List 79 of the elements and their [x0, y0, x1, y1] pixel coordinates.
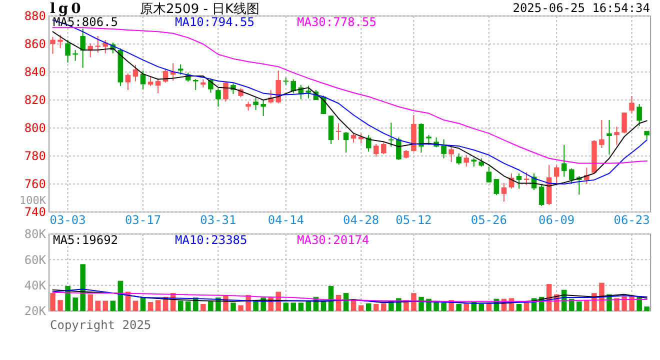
candlestick: [629, 95, 634, 114]
y-tick-label: 840: [24, 65, 46, 80]
candlestick: [253, 96, 258, 110]
text: MA10:794.55: [175, 15, 254, 29]
candlestick: [132, 64, 138, 82]
candlestick: [599, 120, 604, 149]
candlestick: [614, 126, 620, 146]
text: MA5:19692: [53, 233, 118, 247]
y-tick-label: 860: [24, 37, 46, 52]
candlestick: [373, 143, 379, 158]
candlestick: [606, 120, 612, 156]
candlestick: [494, 178, 500, 196]
candlestick: [155, 78, 161, 94]
x-tick-label: 04-28: [343, 213, 380, 227]
candlestick: [516, 172, 522, 190]
x-tick-label: 03-31: [200, 213, 236, 227]
candlestick: [538, 184, 544, 206]
y-tick-label: 60K: [24, 252, 47, 267]
candlestick: [561, 144, 567, 178]
candlestick: [306, 85, 312, 99]
y-tick-label: 880: [24, 9, 46, 24]
y-tick-label: 20K: [24, 304, 47, 318]
candlestick: [388, 122, 394, 148]
text: 100K: [20, 194, 46, 207]
text: MA30:20174: [297, 233, 370, 247]
chart-title: 原木2509 - 日K线图: [140, 2, 260, 17]
candlestick: [441, 138, 446, 159]
text: MA10:23385: [175, 233, 248, 247]
x-tick-label: 06-23: [614, 213, 650, 227]
candlestick: [464, 154, 469, 168]
x-tick-label: 05-26: [470, 213, 507, 227]
candlestick: [336, 122, 342, 141]
candlestick: [426, 134, 432, 146]
text: MA30:778.55: [297, 15, 376, 29]
candlestick: [501, 182, 507, 202]
y-tick-label: 740: [24, 205, 46, 220]
candlestick: [381, 142, 386, 155]
y-tick-label: 80K: [24, 227, 47, 242]
candlestick: [350, 132, 356, 144]
text: 2025-06-25 16:54:34: [512, 1, 650, 15]
candlestick: [223, 81, 228, 102]
candlestick: [636, 104, 642, 127]
candlestick: [448, 146, 454, 163]
y-tick-label: 800: [24, 121, 46, 136]
candlestick: [418, 122, 424, 154]
candlestick: [260, 100, 266, 116]
candlestick: [193, 78, 198, 91]
x-tick-label: 04-14: [268, 213, 304, 227]
y-tick-label: 780: [24, 149, 46, 164]
y-tick-label: 760: [24, 177, 46, 192]
candlestick: [343, 132, 349, 154]
candlestick: [125, 72, 131, 91]
candlestick: [524, 172, 530, 186]
candlestick: [65, 39, 70, 64]
candlestick: [486, 166, 492, 184]
y-tick-label: 820: [24, 93, 46, 108]
candlestick: [178, 64, 184, 76]
text: Copyright 2025: [50, 318, 152, 332]
candlestick: [50, 36, 56, 54]
chart-subtitle: lg0: [50, 1, 84, 17]
x-tick-label: 05-12: [396, 213, 432, 227]
candlestick: [456, 152, 462, 166]
x-tick-label: 03-03: [50, 213, 86, 227]
line-series: [52, 27, 648, 164]
x-tick-label: 06-09: [538, 213, 575, 227]
candlestick: [569, 168, 574, 184]
candlestick: [554, 164, 560, 184]
candlestick: [95, 36, 101, 54]
y-tick-label: 40K: [24, 278, 47, 293]
candlestick: [396, 136, 402, 161]
candlestick: [208, 78, 214, 94]
candlestick: [276, 70, 281, 104]
candlestick: [80, 28, 86, 68]
candlestick: [148, 76, 154, 86]
candlestick: [140, 70, 146, 90]
candlestick: [58, 34, 63, 49]
x-tick-label: 03-17: [124, 213, 162, 227]
candlestick: [622, 112, 627, 134]
candlestick: [216, 88, 221, 108]
